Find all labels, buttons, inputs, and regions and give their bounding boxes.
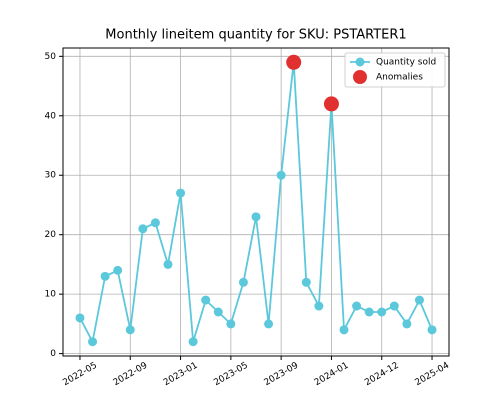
point bbox=[163, 259, 173, 269]
legend-label: Quantity sold bbox=[376, 58, 436, 68]
point bbox=[276, 170, 286, 180]
legend-label: Anomalies bbox=[376, 73, 423, 83]
point bbox=[125, 325, 135, 335]
point bbox=[301, 277, 311, 287]
point bbox=[314, 301, 324, 311]
x-tick-label: 2022-09 bbox=[112, 361, 150, 389]
x-tick-label: 2024-12 bbox=[363, 361, 401, 388]
y-tick-label: 50 bbox=[45, 52, 57, 62]
point bbox=[113, 265, 123, 275]
plot-frame bbox=[62, 47, 450, 357]
y-tick-label: 40 bbox=[45, 111, 57, 121]
point bbox=[251, 212, 261, 222]
point bbox=[75, 313, 85, 323]
point bbox=[264, 319, 274, 329]
point bbox=[427, 325, 437, 335]
point bbox=[213, 307, 223, 317]
point bbox=[364, 307, 374, 317]
legend-marker bbox=[355, 57, 365, 67]
legend-marker bbox=[353, 70, 367, 84]
point bbox=[201, 295, 211, 305]
y-tick-label: 0 bbox=[50, 349, 56, 359]
x-tick-label: 2025-04 bbox=[413, 361, 451, 389]
y-tick-label: 30 bbox=[45, 171, 57, 181]
x-tick-label: 2023-09 bbox=[263, 361, 301, 389]
point bbox=[188, 337, 198, 347]
point bbox=[176, 188, 186, 198]
x-tick-label: 2022-05 bbox=[61, 361, 99, 388]
point bbox=[377, 307, 387, 317]
point bbox=[414, 295, 424, 305]
point bbox=[150, 218, 160, 228]
series-line bbox=[79, 62, 433, 345]
x-tick-label: 2023-05 bbox=[212, 361, 250, 388]
chart-title: Monthly lineitem quantity for SKU: PSTAR… bbox=[105, 28, 406, 43]
point bbox=[402, 319, 412, 329]
point bbox=[352, 301, 362, 311]
anomaly-point bbox=[286, 54, 302, 70]
x-tick-label: 2023-01 bbox=[162, 361, 200, 388]
point bbox=[389, 301, 399, 311]
y-tick-label: 10 bbox=[45, 290, 57, 300]
point bbox=[226, 319, 236, 329]
grid bbox=[63, 48, 449, 356]
y-tick-label: 20 bbox=[45, 230, 57, 240]
point bbox=[238, 277, 248, 287]
point bbox=[339, 325, 349, 335]
x-tick-label: 2024-01 bbox=[313, 361, 351, 388]
anomaly-point bbox=[323, 96, 339, 112]
point bbox=[100, 271, 110, 281]
point bbox=[138, 224, 148, 234]
point bbox=[88, 337, 98, 347]
